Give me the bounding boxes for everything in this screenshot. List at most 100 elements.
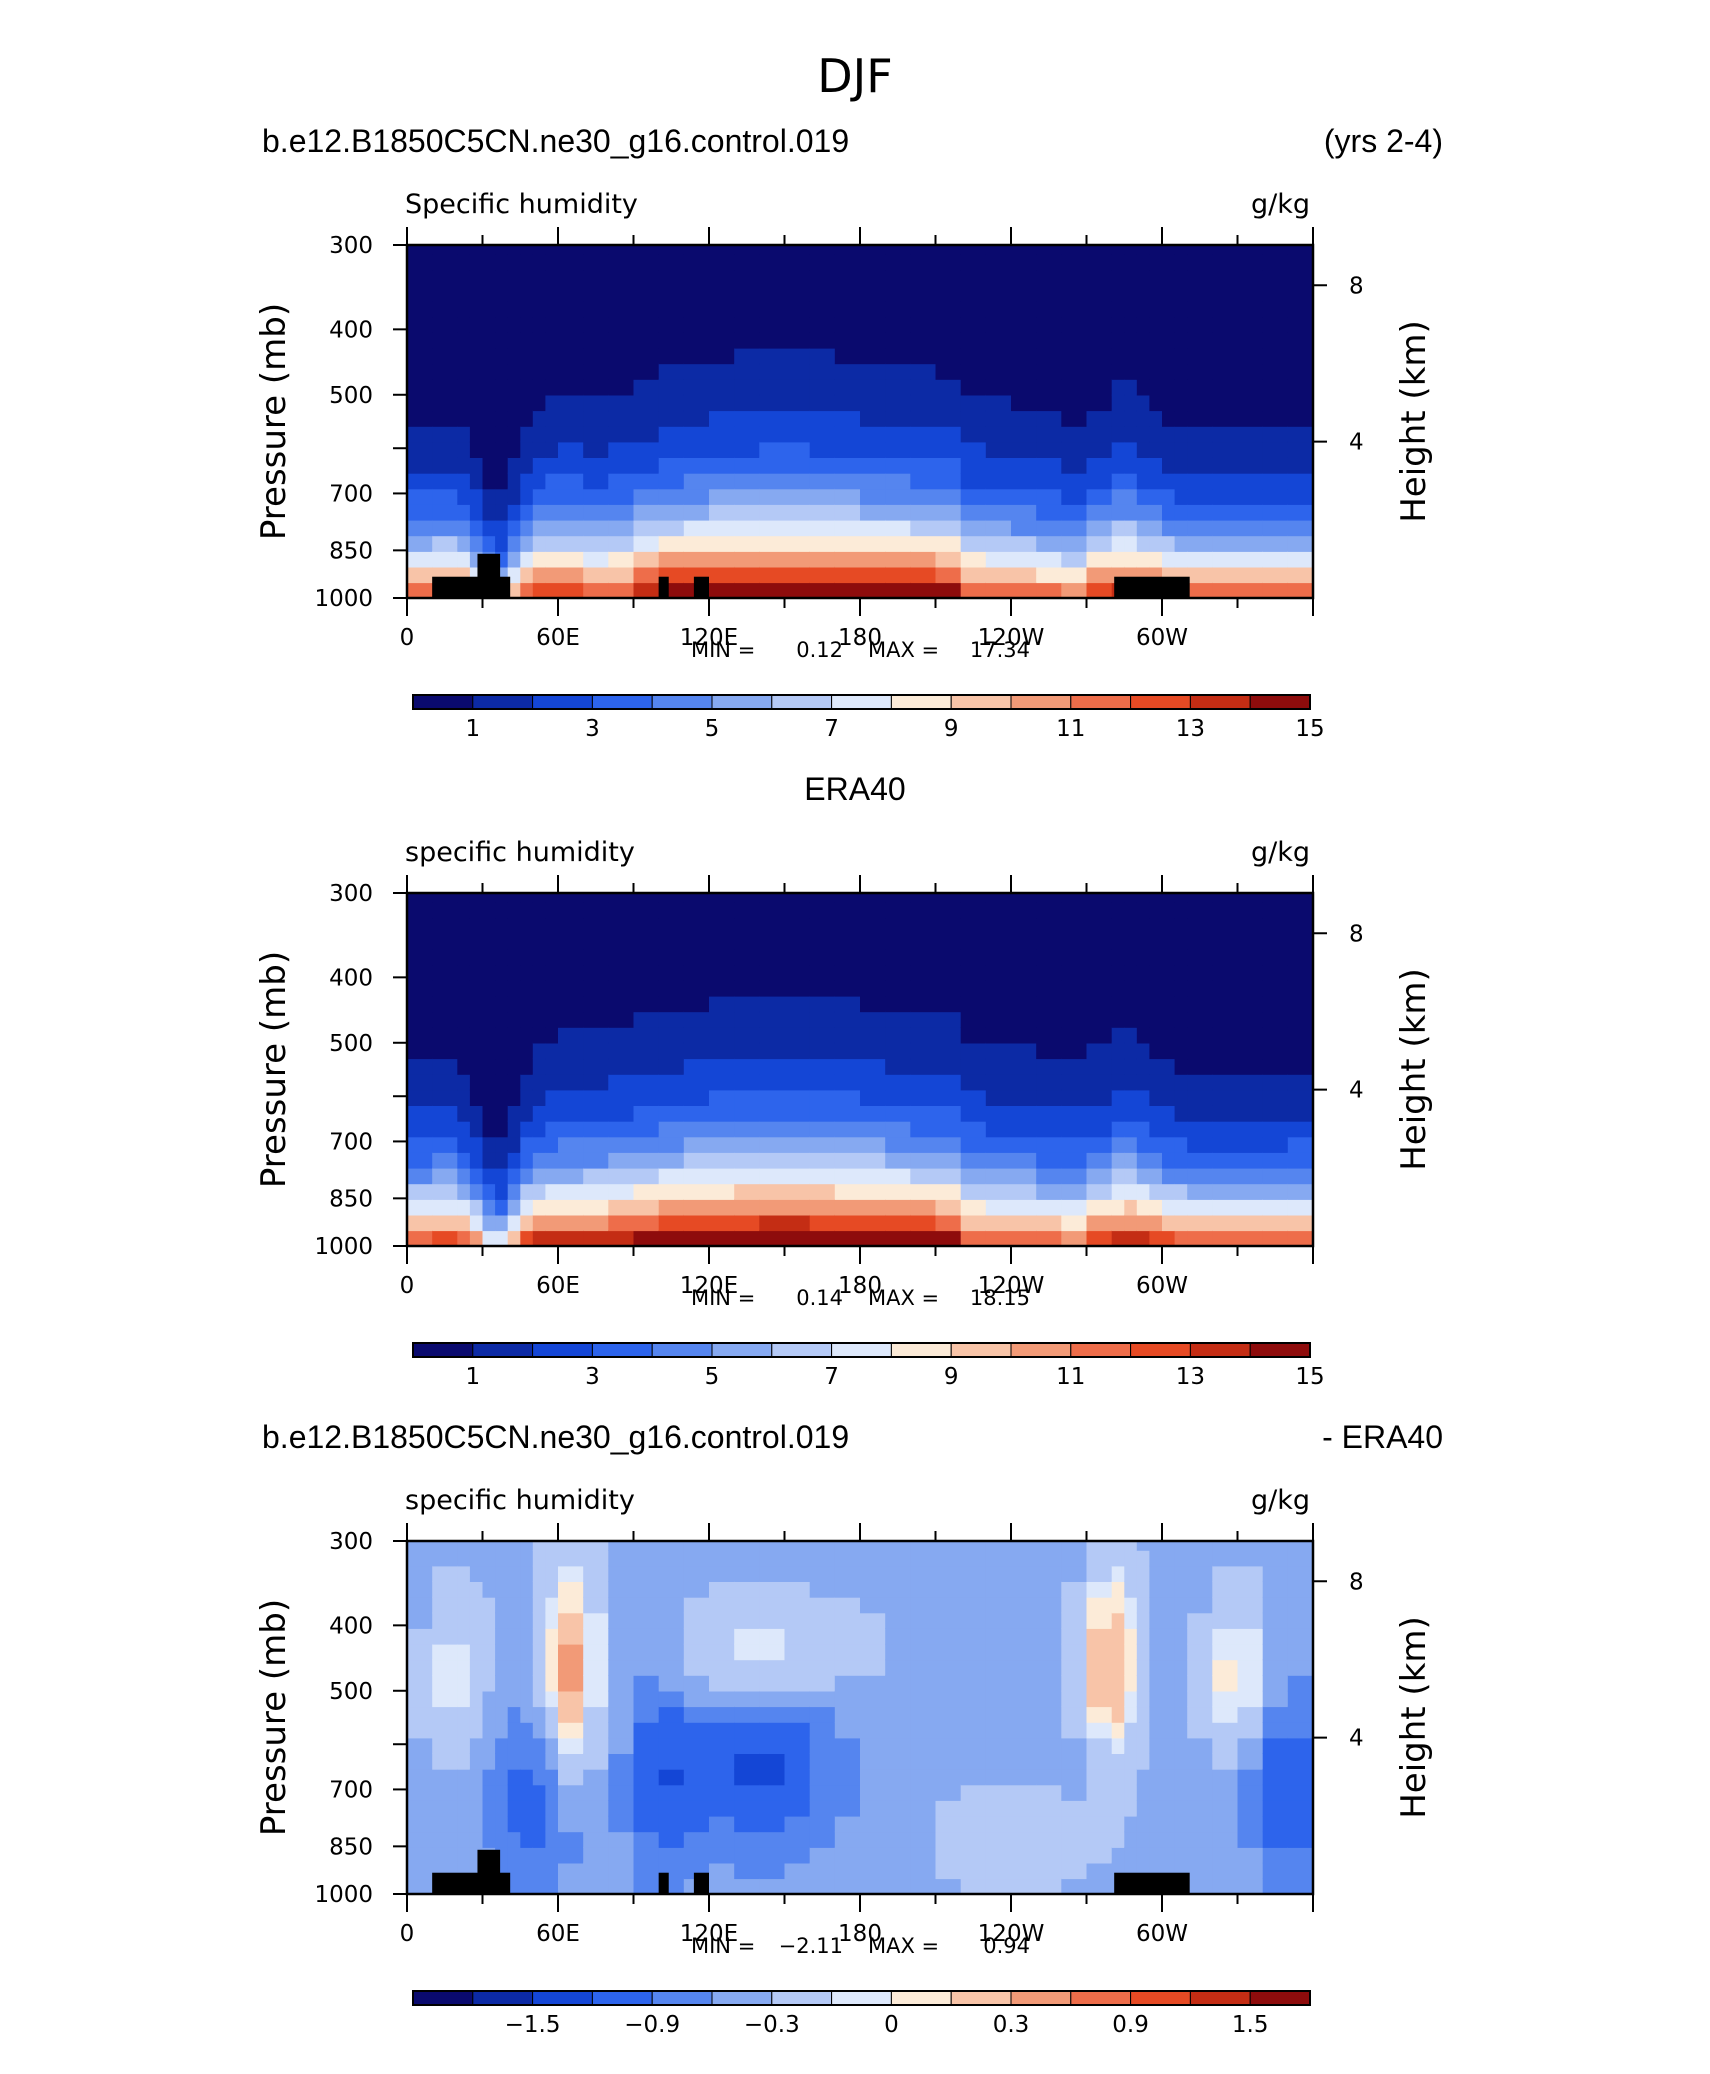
contour-cell [759,1628,786,1645]
contour-cell [1061,1878,1088,1895]
contour-cell [633,1027,660,1044]
contour-cell [709,1831,735,1848]
colorbar-box [1010,694,1072,710]
colorbar-box [1130,1342,1191,1358]
min-label: MIN = [691,1934,755,1958]
y-right-tick-label: 8 [1349,1569,1364,1595]
contour-cell [532,1074,547,1091]
contour-cell [834,1550,861,1567]
contour-cell [759,1074,786,1091]
contour-cell [1011,1628,1037,1645]
contour-cell [1262,902,1289,919]
contour-cell [809,1074,836,1091]
contour-cell [457,948,471,966]
contour-cell [1086,1550,1113,1567]
contour-cell [1086,1120,1113,1138]
contour-cell [532,1612,547,1629]
contour-cell [532,441,547,458]
contour-cell [1174,472,1188,490]
contour-cell [469,1659,484,1676]
contour-cell [1011,917,1037,934]
contour-cell [960,363,987,380]
contour-cell [432,535,459,552]
contour-cell [407,1800,433,1817]
contour-cell [860,535,886,552]
contour-cell [1086,1628,1113,1645]
contour-cell [1287,1230,1314,1247]
contour-cell [1061,566,1088,584]
contour-cell [1036,1768,1063,1786]
contour-cell [407,1815,433,1833]
contour-cell [1237,1596,1264,1614]
contour-cell [407,1058,433,1075]
contour-cell [482,1737,496,1754]
contour-cell [809,1737,836,1754]
contour-cell [960,332,987,349]
contour-cell [1061,1074,1088,1091]
contour-cell [935,1230,962,1247]
contour-cell [1011,995,1037,1013]
contour-cell [1287,457,1314,474]
contour-cell [482,1550,496,1567]
contour-cell [482,285,496,302]
contour-cell [1212,1581,1239,1598]
contour-cell [960,1706,987,1723]
contour-cell [1174,1675,1188,1692]
contour-cell [1011,948,1037,966]
contour-cell [532,1214,547,1232]
contour-cell [407,347,433,365]
contour-cell [985,1550,1012,1567]
contour-cell [583,519,610,537]
contour-cell [558,394,584,412]
x-tick-label: 60W [1136,1273,1188,1299]
contour-cell [683,1753,710,1770]
contour-cell [960,1581,987,1598]
colorbar-frame [412,1990,1311,2006]
contour-cell [985,316,1012,333]
contour-cell [1036,1136,1063,1153]
y-tick-label: 400 [329,1613,373,1639]
contour-cell [1212,332,1239,349]
contour-cell [495,1628,509,1645]
contour-cell [432,269,459,286]
contour-cell [1212,1878,1239,1895]
colorbar-box [1249,1342,1311,1358]
contour-cell [608,1565,635,1582]
contour-cell [432,980,459,997]
contour-cell [1287,1581,1314,1598]
contour-cell [1287,347,1314,365]
contour-cell [457,1784,471,1801]
contour-cell [784,1011,811,1028]
contour-cell [507,1596,522,1614]
contour-cell [1149,1612,1163,1629]
contour-cell [469,1199,484,1216]
contour-cell [860,1136,886,1153]
contour-cell [1287,1565,1314,1582]
contour-cell [608,1230,635,1247]
contour-cell [532,426,547,443]
contour-cell [1061,1737,1088,1754]
contour-cell [1174,1058,1188,1075]
min-label: MIN = [691,1286,755,1310]
contour-cell [532,1136,547,1153]
contour-cell [910,1862,937,1880]
contour-cell [495,1706,509,1723]
colorbar-box [472,1342,534,1358]
contour-cell [834,1214,861,1232]
contour-cell [1262,1815,1289,1833]
contour-cell [1136,379,1151,396]
y-tick-label: 500 [329,383,373,409]
contour-cell [558,1027,584,1044]
terrain-block [482,576,511,598]
contour-cell [709,1862,735,1880]
contour-cell [1136,1167,1151,1185]
contour-cell [1174,551,1188,568]
contour-cell [608,1831,635,1848]
terrain-block [658,1872,669,1894]
contour-cell [583,457,610,474]
contour-cell [1136,1675,1151,1692]
contour-cell [658,1120,685,1138]
contour-cell [1124,1565,1138,1582]
contour-cell [432,917,459,934]
contour-cell [658,300,685,318]
